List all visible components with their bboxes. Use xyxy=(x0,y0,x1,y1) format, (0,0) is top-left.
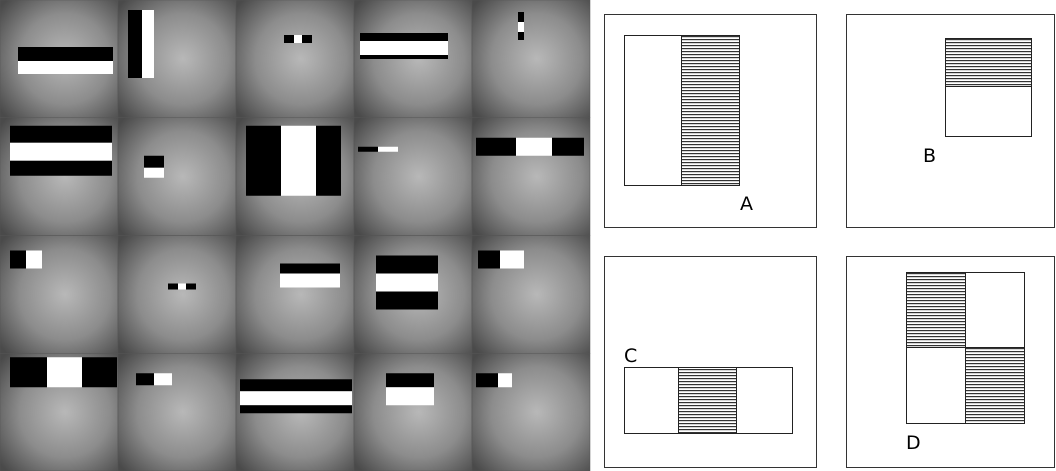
haar-feature xyxy=(281,126,316,196)
haar-feature xyxy=(10,126,112,143)
haar-feature xyxy=(26,251,42,269)
haar-feature xyxy=(378,147,398,152)
hatched-region xyxy=(966,348,1025,424)
haar-feature xyxy=(386,373,434,387)
haar-feature xyxy=(316,126,341,196)
white-region xyxy=(625,36,682,186)
haar-feature xyxy=(280,274,340,288)
haar-feature xyxy=(128,10,142,78)
face-photo xyxy=(354,118,472,236)
panel-label: B xyxy=(923,145,936,167)
haar-feature xyxy=(478,251,500,269)
haar-feature xyxy=(168,284,178,290)
haar-feature xyxy=(358,147,378,152)
haar-feature xyxy=(518,12,524,22)
haar-feature xyxy=(144,168,164,178)
haar-feature xyxy=(136,373,154,385)
haar-feature xyxy=(10,357,47,387)
face-photo xyxy=(472,118,590,236)
face-photo xyxy=(354,353,472,471)
face-photo xyxy=(472,0,590,118)
haar-feature xyxy=(82,357,117,387)
panel-label: A xyxy=(740,193,753,215)
haar-feature xyxy=(498,373,512,387)
haar-feature xyxy=(476,373,498,387)
haar-feature xyxy=(240,379,352,391)
face-photo xyxy=(472,353,590,471)
haar-feature xyxy=(240,391,352,405)
figure: A B C D xyxy=(0,0,1056,471)
haar-feature xyxy=(476,138,516,156)
haar-feature xyxy=(386,387,434,405)
haar-feature xyxy=(18,47,113,61)
haar-feature xyxy=(518,22,524,32)
haar-feature xyxy=(376,292,438,310)
haar-feature xyxy=(360,33,448,41)
haar-feature xyxy=(178,284,186,290)
haar-feature xyxy=(284,35,294,43)
haar-feature xyxy=(518,32,524,40)
haar-feature xyxy=(552,138,584,156)
haar-feature xyxy=(360,41,448,55)
hatched-region xyxy=(682,36,740,186)
haar-feature xyxy=(240,405,352,413)
haar-feature xyxy=(142,10,154,78)
face-photo xyxy=(118,353,236,471)
hatched-region xyxy=(946,39,1032,87)
hatched-region xyxy=(679,368,737,434)
haar-feature xyxy=(10,251,26,269)
haar-feature xyxy=(294,35,302,43)
haar-feature xyxy=(302,35,312,43)
haar-feature xyxy=(516,138,552,156)
haar-feature xyxy=(10,143,112,161)
panel-label: C xyxy=(624,345,637,367)
face-photo xyxy=(236,236,354,354)
hatched-region xyxy=(907,273,966,348)
haar-feature xyxy=(360,55,448,59)
haar-feature xyxy=(246,126,281,196)
haar-feature xyxy=(10,161,112,176)
panel-label: D xyxy=(906,432,921,454)
haar-feature xyxy=(47,357,82,387)
face-photo xyxy=(236,0,354,118)
face-photo xyxy=(118,236,236,354)
haar-feature xyxy=(280,264,340,274)
haar-feature xyxy=(186,284,196,290)
face-grid xyxy=(0,0,590,471)
haar-feature xyxy=(144,156,164,168)
haar-feature xyxy=(500,251,524,269)
haar-feature xyxy=(376,256,438,274)
face-photo xyxy=(118,118,236,236)
white-region xyxy=(946,87,1032,137)
haar-feature xyxy=(18,61,113,74)
haar-feature xyxy=(376,274,438,292)
page: A B C D (() => { const data = JSON.parse… xyxy=(0,0,1056,471)
haar-feature xyxy=(154,373,172,385)
